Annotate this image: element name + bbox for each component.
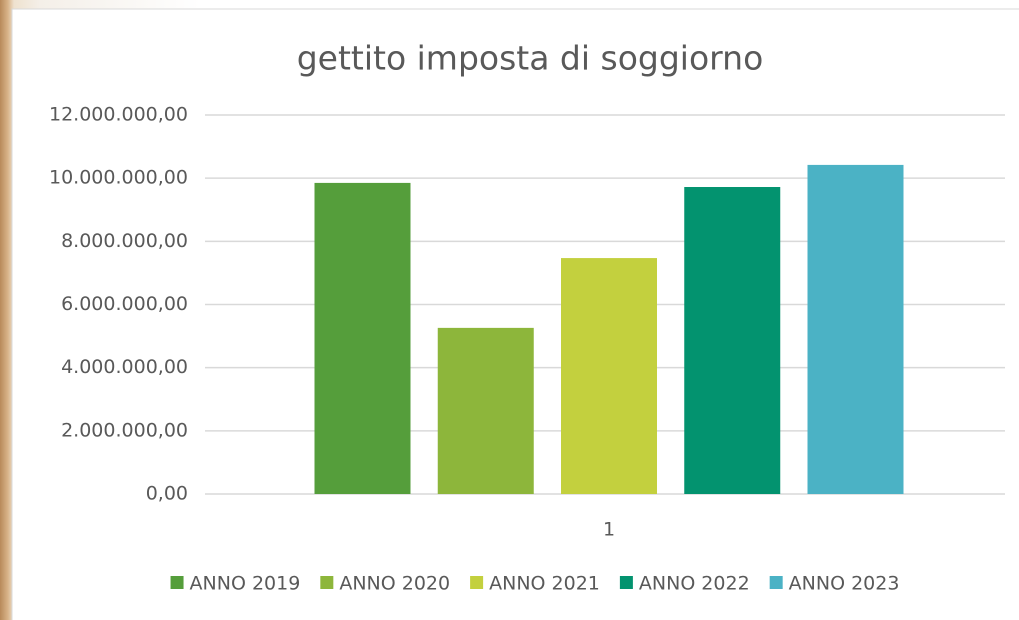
y-tick-label: 4.000.000,00	[61, 356, 188, 378]
chart: gettito imposta di soggiorno 0,00 2.000.0…	[0, 0, 1019, 620]
bar	[808, 165, 904, 494]
bar	[315, 183, 411, 494]
legend-label: ANNO 2019	[190, 573, 301, 595]
y-tick-label: 12.000.000,00	[49, 104, 188, 126]
legend-label: ANNO 2021	[489, 573, 600, 595]
legend-swatch	[171, 576, 184, 589]
y-tick-label: 2.000.000,00	[61, 419, 188, 441]
legend-label: ANNO 2022	[639, 573, 750, 595]
y-tick-label: 8.000.000,00	[61, 230, 188, 252]
bar	[684, 187, 780, 494]
page: {"chart_data": {"type": "bar", "title": …	[0, 0, 1019, 620]
legend-swatch	[320, 576, 333, 589]
chart-title: gettito imposta di soggiorno	[297, 39, 764, 78]
y-tick-label: 6.000.000,00	[61, 293, 188, 315]
legend-swatch	[470, 576, 483, 589]
bar	[438, 328, 534, 494]
legend-label: ANNO 2020	[339, 573, 450, 595]
x-tick-label: 1	[603, 519, 615, 541]
y-tick-label: 10.000.000,00	[49, 167, 188, 189]
legend-label: ANNO 2023	[789, 573, 900, 595]
legend-swatch	[620, 576, 633, 589]
bar	[561, 258, 657, 494]
legend-swatch	[770, 576, 783, 589]
y-tick-label: 0,00	[146, 483, 188, 505]
